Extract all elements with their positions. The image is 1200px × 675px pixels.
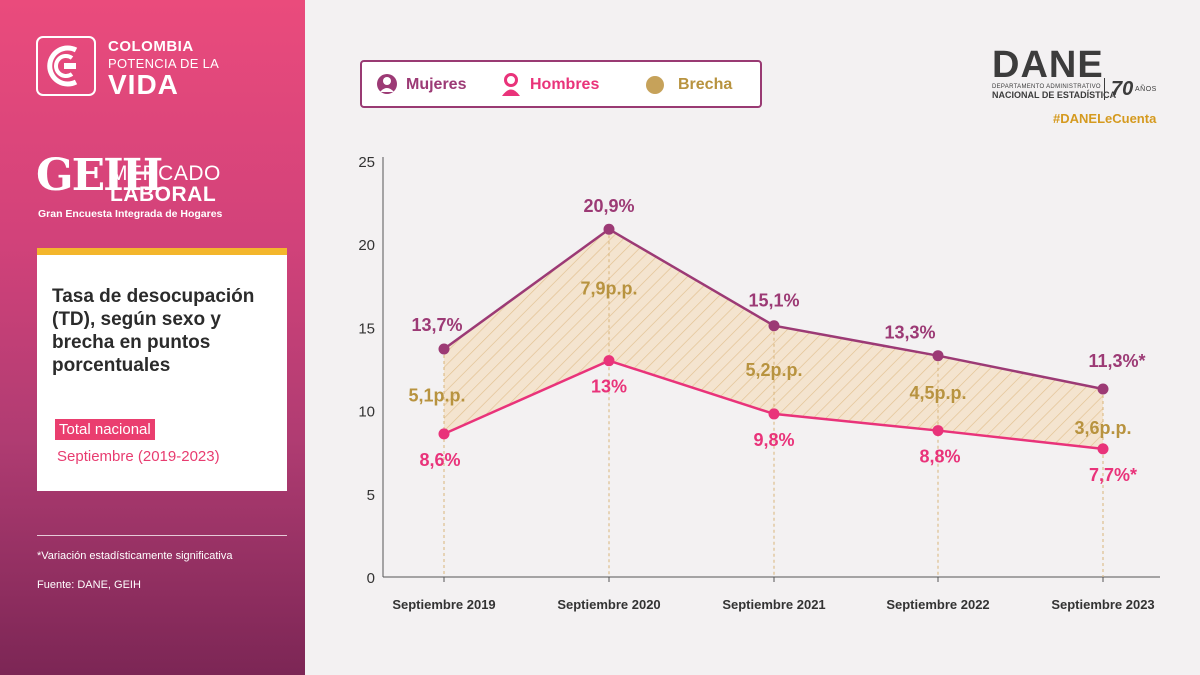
dane-word: DANE xyxy=(992,44,1104,86)
scope-tag: Total nacional xyxy=(55,419,155,440)
data-label-brecha: 5,2p.p. xyxy=(745,360,802,380)
point-mujeres xyxy=(932,350,944,362)
colombia-line2: POTENCIA DE LA xyxy=(108,56,220,71)
colombia-line3: VIDA xyxy=(108,69,179,100)
data-label-hombres: 9,8% xyxy=(753,430,794,450)
geih-line2: LABORAL xyxy=(110,183,217,206)
point-hombres xyxy=(932,425,944,437)
x-tick-label: Septiembre 2020 xyxy=(557,597,660,612)
x-tick-label: Septiembre 2019 xyxy=(392,597,495,612)
woman-icon xyxy=(377,74,397,94)
geih-mark: GEIH xyxy=(36,150,163,201)
data-label-hombres: 8,6% xyxy=(419,450,460,470)
data-label-brecha: 5,1p.p. xyxy=(408,386,465,406)
dane-logo: DANE DEPARTAMENTO ADMINISTRATIVO NACIONA… xyxy=(990,44,1190,128)
gap-dot-icon xyxy=(646,76,664,94)
page-title: Tasa de desocupación (TD), según sexo y … xyxy=(52,286,255,376)
data-label-hombres: 8,8% xyxy=(919,447,960,467)
legend-label-hombres: Hombres xyxy=(530,76,600,93)
legend-item-hombres: Hombres xyxy=(500,72,599,98)
point-mujeres xyxy=(603,223,615,235)
point-hombres xyxy=(438,428,450,440)
point-mujeres xyxy=(1097,383,1109,395)
y-tick-label: 10 xyxy=(358,404,375,421)
dane-sub2: NACIONAL DE ESTADÍSTICA xyxy=(992,90,1117,100)
significance-note: *Variación estadísticamente significativ… xyxy=(37,550,233,562)
y-tick-label: 0 xyxy=(367,570,375,587)
geih-logo: GEIH MERCADO LABORAL Gran Encuesta Integ… xyxy=(36,150,256,222)
data-label-hombres: 13% xyxy=(591,377,627,397)
data-label-mujeres: 13,7% xyxy=(411,315,462,335)
source-note: Fuente: DANE, GEIH xyxy=(37,579,141,591)
legend-label-mujeres: Mujeres xyxy=(406,76,467,93)
point-mujeres xyxy=(768,320,780,332)
y-tick-label: 25 xyxy=(358,154,375,171)
colombia-line1: COLOMBIA xyxy=(108,38,194,55)
y-tick-label: 15 xyxy=(358,320,375,337)
colombia-logo: COLOMBIA POTENCIA DE LA VIDA xyxy=(36,36,219,100)
data-label-mujeres: 13,3% xyxy=(884,323,935,343)
point-hombres xyxy=(768,408,780,420)
sidebar: COLOMBIA POTENCIA DE LA VIDA GEIH MERCAD… xyxy=(0,0,305,675)
y-tick-label: 20 xyxy=(358,237,375,254)
data-label-brecha: 4,5p.p. xyxy=(909,383,966,403)
legend-item-mujeres: Mujeres xyxy=(376,72,466,98)
data-label-brecha: 7,9p.p. xyxy=(580,278,637,298)
title-card: Tasa de desocupación (TD), según sexo y … xyxy=(37,248,287,491)
point-hombres xyxy=(603,355,615,367)
legend-item-brecha: Brecha xyxy=(644,72,732,98)
hashtag: #DANELeCuenta xyxy=(1053,111,1157,126)
data-label-mujeres: 11,3%* xyxy=(1088,351,1145,371)
x-tick-label: Septiembre 2022 xyxy=(886,597,989,612)
x-tick-label: Septiembre 2021 xyxy=(722,597,825,612)
point-hombres xyxy=(1097,443,1109,455)
unemployment-line-chart: 0 5 10 15 20 25 Septiembre 2019 Septiembre 2020… xyxy=(358,154,1160,612)
dane-70: 70 xyxy=(1111,78,1134,100)
chart-legend: Mujeres Hombres Brecha xyxy=(360,60,762,108)
dane-sub1: DEPARTAMENTO ADMINISTRATIVO xyxy=(992,84,1101,90)
colombia-wave-icon xyxy=(36,36,96,96)
geih-subtitle: Gran Encuesta Integrada de Hogares xyxy=(38,208,223,220)
y-tick-label: 5 xyxy=(367,487,375,504)
footer-divider xyxy=(37,535,287,536)
man-icon xyxy=(502,73,520,96)
data-label-hombres: 7,7%* xyxy=(1089,465,1137,485)
dane-separator xyxy=(1104,78,1105,100)
point-mujeres xyxy=(438,343,450,355)
x-tick-label: Septiembre 2023 xyxy=(1051,597,1154,612)
legend-label-brecha: Brecha xyxy=(678,76,733,93)
dane-anos: AÑOS xyxy=(1135,86,1157,93)
geih-line1: MERCADO xyxy=(110,162,221,185)
data-label-mujeres: 15,1% xyxy=(748,291,799,311)
data-label-brecha: 3,6p.p. xyxy=(1074,418,1131,438)
period-label: Septiembre (2019-2023) xyxy=(57,448,220,465)
data-label-mujeres: 20,9% xyxy=(583,196,634,216)
